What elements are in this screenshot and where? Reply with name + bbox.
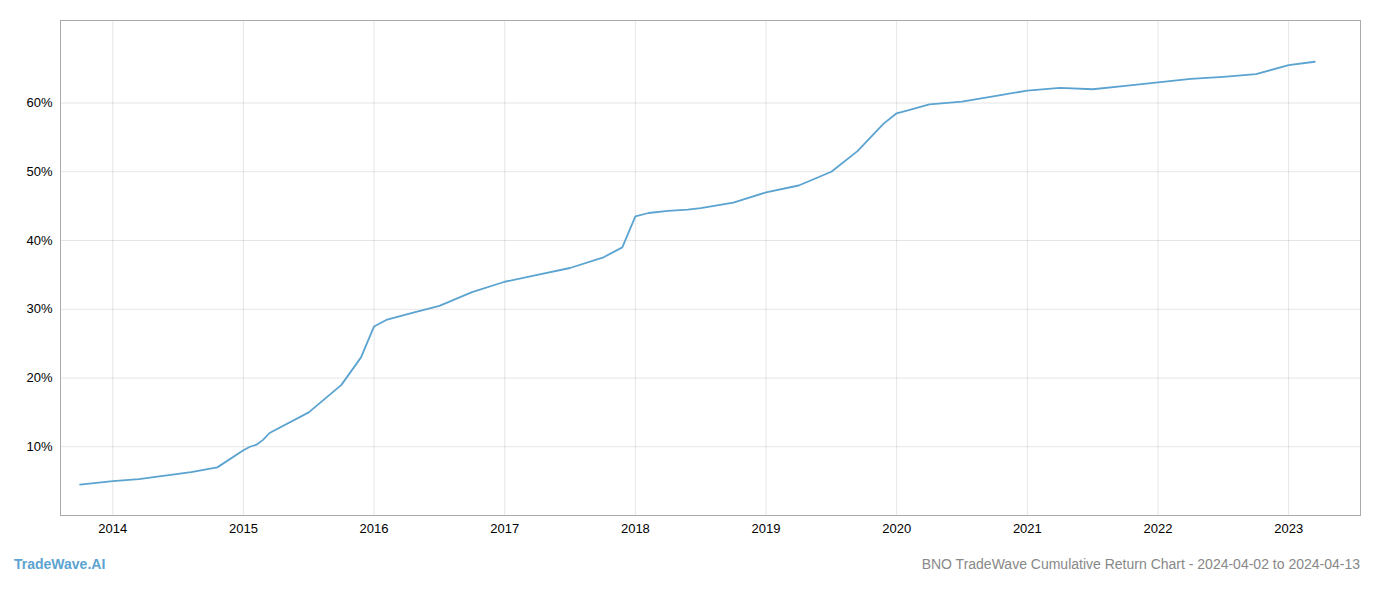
svg-text:30%: 30%: [26, 301, 52, 316]
svg-text:2022: 2022: [1144, 521, 1173, 536]
svg-text:2017: 2017: [490, 521, 519, 536]
svg-text:20%: 20%: [26, 370, 52, 385]
svg-text:10%: 10%: [26, 439, 52, 454]
svg-text:2014: 2014: [98, 521, 127, 536]
html-text:BNO TradeWave Cumulative Retur: BNO TradeWave Cumulative Return Chart - …: [921, 556, 1360, 572]
svg-text:50%: 50%: [26, 164, 52, 179]
svg-text:2023: 2023: [1274, 521, 1303, 536]
svg-text:2015: 2015: [229, 521, 258, 536]
svg-text:2019: 2019: [752, 521, 781, 536]
svg-text:40%: 40%: [26, 233, 52, 248]
html-text:TradeWave.AI: TradeWave.AI: [14, 556, 106, 572]
svg-text:2020: 2020: [882, 521, 911, 536]
svg-text:60%: 60%: [26, 95, 52, 110]
svg-text:2018: 2018: [621, 521, 650, 536]
svg-text:2021: 2021: [1013, 521, 1042, 536]
svg-text:2016: 2016: [360, 521, 389, 536]
